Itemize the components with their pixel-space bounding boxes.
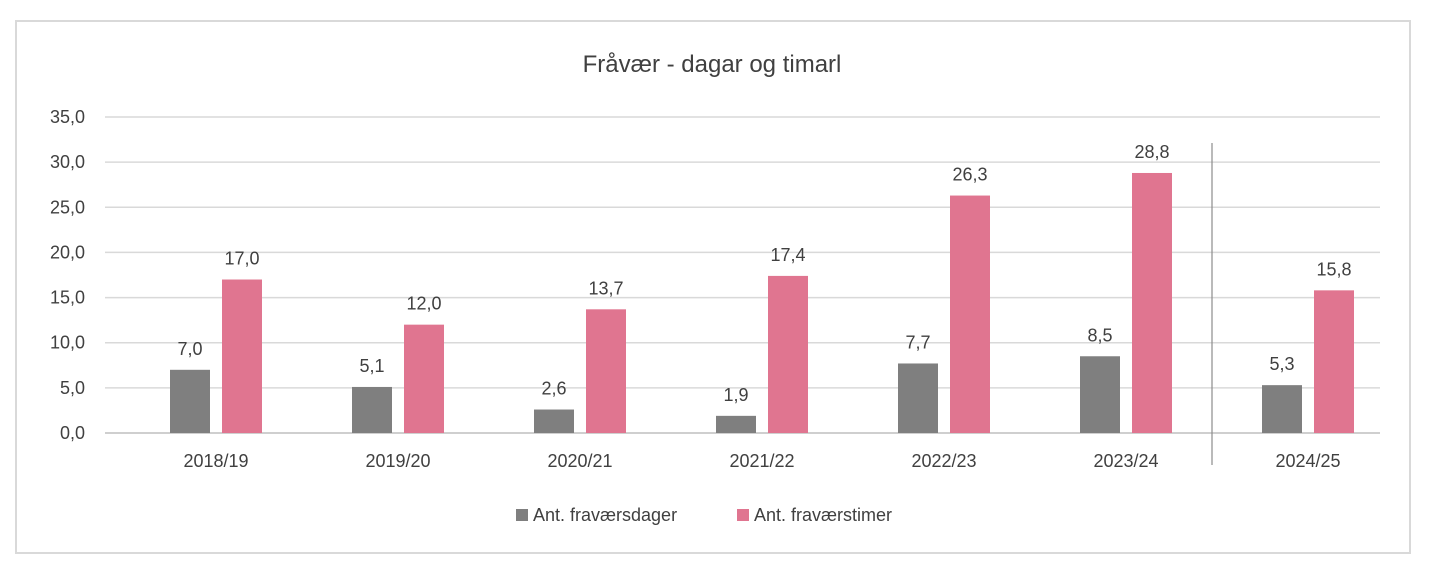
- data-label: 2,6: [541, 379, 566, 399]
- bar-fravaersdager: [352, 386, 392, 433]
- x-tick-label: 2021/22: [729, 451, 794, 471]
- y-tick-label: 0,0: [60, 423, 85, 443]
- bar-fravaerstimer: [768, 275, 808, 433]
- bar-fravaerstimer: [586, 309, 626, 433]
- bar-fravaerstimer: [222, 279, 262, 433]
- grid-lines: [105, 116, 1380, 465]
- data-label: 1,9: [723, 385, 748, 405]
- x-tick-label: 2024/25: [1275, 451, 1340, 471]
- bar-fravaersdager: [534, 409, 574, 433]
- data-label: 17,0: [224, 249, 259, 269]
- chart-title: Fråvær - dagar og timarl: [583, 51, 842, 78]
- x-tick-label: 2023/24: [1093, 451, 1158, 471]
- bar-fravaersdager: [1262, 385, 1302, 433]
- y-tick-label: 15,0: [50, 288, 85, 308]
- data-label: 8,5: [1087, 325, 1112, 345]
- bar-fravaersdager: [170, 369, 210, 433]
- data-label: 5,1: [359, 356, 384, 376]
- bars: [170, 172, 1354, 433]
- x-tick-label: 2020/21: [547, 451, 612, 471]
- legend: Ant. fraværsdager Ant. fraværstimer: [516, 505, 892, 525]
- y-tick-label: 30,0: [50, 152, 85, 172]
- data-label: 13,7: [588, 278, 623, 298]
- legend-label: Ant. fraværstimer: [754, 505, 892, 525]
- y-axis-ticks: 0,0 5,0 10,0 15,0 20,0 25,0 30,0 35,0: [50, 107, 85, 443]
- data-label: 26,3: [952, 165, 987, 185]
- bar-fravaerstimer: [1314, 290, 1354, 433]
- bar-fravaersdager: [716, 415, 756, 433]
- y-tick-label: 35,0: [50, 107, 85, 127]
- x-tick-label: 2018/19: [183, 451, 248, 471]
- data-label: 28,8: [1134, 142, 1169, 162]
- x-tick-label: 2022/23: [911, 451, 976, 471]
- data-labels: 7,0 17,0 5,1 12,0 2,6 13,7 1,9 17,4 7,7 26,3 8,5 28…: [177, 142, 1351, 405]
- bar-fravaerstimer: [950, 195, 990, 433]
- x-axis-ticks: 2018/19 2019/20 2020/21 2021/22 2022/23 2023/…: [183, 451, 1340, 471]
- y-tick-label: 5,0: [60, 378, 85, 398]
- data-label: 7,7: [905, 332, 930, 352]
- legend-label: Ant. fraværsdager: [533, 505, 677, 525]
- bar-fravaersdager: [898, 363, 938, 433]
- x-tick-label: 2019/20: [365, 451, 430, 471]
- bar-fravaersdager: [1080, 356, 1120, 433]
- y-tick-label: 25,0: [50, 197, 85, 217]
- data-label: 15,8: [1316, 259, 1351, 279]
- legend-swatch: [516, 509, 528, 521]
- bar-fravaerstimer: [404, 324, 444, 433]
- data-label: 5,3: [1269, 354, 1294, 374]
- data-label: 17,4: [770, 245, 805, 265]
- y-tick-label: 10,0: [50, 333, 85, 353]
- data-label: 12,0: [406, 294, 441, 314]
- legend-swatch: [737, 509, 749, 521]
- y-tick-label: 20,0: [50, 242, 85, 262]
- data-label: 7,0: [177, 339, 202, 359]
- bar-fravaerstimer: [1132, 172, 1172, 433]
